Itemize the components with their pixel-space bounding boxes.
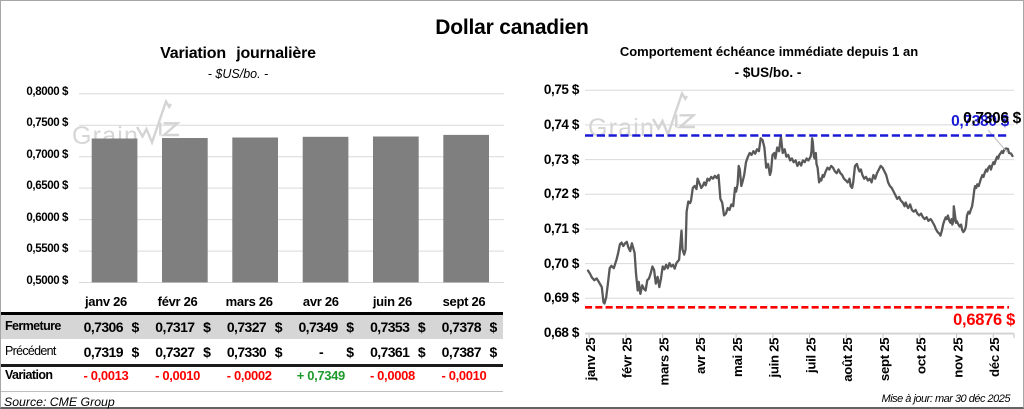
svg-text:mars 25: mars 25 xyxy=(657,338,672,386)
svg-text:juil 25: juil 25 xyxy=(803,338,818,374)
svg-text:févr 25: févr 25 xyxy=(620,338,635,378)
svg-text:avr 25: avr 25 xyxy=(693,338,708,374)
svg-text:oct 25: oct 25 xyxy=(914,338,929,374)
svg-text:nov 25: nov 25 xyxy=(950,338,965,378)
svg-text:déc 25: déc 25 xyxy=(987,338,1002,377)
svg-text:juin 25: juin 25 xyxy=(767,338,782,379)
svg-text:janv 25: janv 25 xyxy=(583,338,598,382)
svg-text:mai 25: mai 25 xyxy=(730,338,745,377)
svg-text:août 25: août 25 xyxy=(840,338,855,382)
svg-text:sept 25: sept 25 xyxy=(877,338,892,381)
